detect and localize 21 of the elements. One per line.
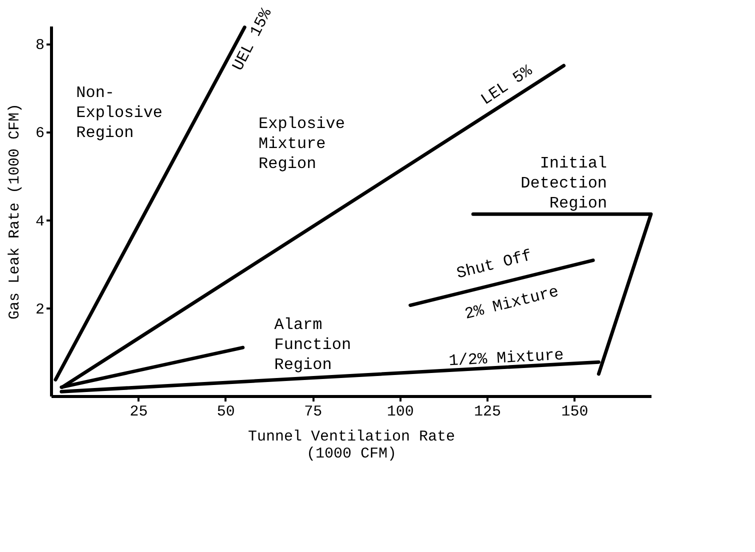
x-tick-label: 125: [474, 404, 502, 420]
annotation: Initial Detection Region: [520, 154, 608, 213]
annotation: LEL 5%: [478, 62, 536, 109]
x-tick-label: 150: [561, 404, 588, 420]
y-tick-label: 2: [35, 301, 44, 318]
y-axis-title: Gas Leak Rate (1000 CFM): [6, 103, 24, 320]
annotation: Alarm Function Region: [274, 316, 352, 374]
annotation: Non- Explosive Region: [76, 84, 163, 142]
x-tick-label: 75: [304, 404, 322, 420]
annotation: 1/2% Mixture: [448, 346, 564, 370]
x-tick-label: 25: [130, 404, 148, 420]
annotation: Explosive Mixture Region: [258, 114, 345, 173]
y-tick-label: 8: [35, 37, 44, 54]
x-axis-title: Tunnel Ventilation Rate (1000 CFM): [248, 428, 456, 462]
annotation: 2% Mixture: [462, 282, 560, 324]
annotation: Shut Off: [454, 246, 534, 283]
x-tick-label: 100: [386, 404, 414, 420]
x-tick-label: 50: [216, 404, 235, 420]
y-tick-label: 4: [35, 213, 44, 230]
y-tick-label: 6: [35, 125, 44, 142]
annotation: UEL 15%: [229, 5, 276, 74]
